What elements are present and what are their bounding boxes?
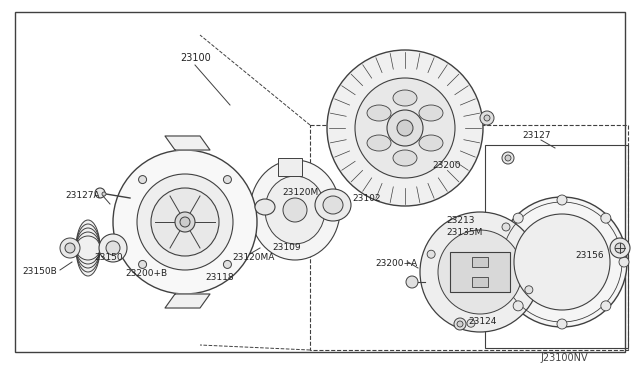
- Ellipse shape: [76, 220, 100, 276]
- Ellipse shape: [367, 105, 391, 121]
- Bar: [485, 145, 628, 348]
- Ellipse shape: [438, 230, 522, 314]
- Ellipse shape: [419, 105, 443, 121]
- Text: 23156: 23156: [575, 250, 604, 260]
- Text: 23100: 23100: [180, 53, 211, 63]
- Circle shape: [513, 301, 523, 311]
- Ellipse shape: [514, 214, 610, 310]
- Ellipse shape: [355, 78, 455, 178]
- Ellipse shape: [393, 90, 417, 106]
- Text: 23150: 23150: [94, 253, 123, 263]
- Circle shape: [223, 260, 232, 269]
- Circle shape: [502, 152, 514, 164]
- Text: J23100NV: J23100NV: [540, 353, 588, 363]
- Circle shape: [557, 319, 567, 329]
- Ellipse shape: [315, 189, 351, 221]
- Circle shape: [615, 243, 625, 253]
- Circle shape: [502, 223, 510, 231]
- Ellipse shape: [367, 135, 391, 151]
- Circle shape: [467, 319, 475, 327]
- Circle shape: [406, 276, 418, 288]
- Text: 23150B: 23150B: [22, 267, 57, 276]
- Circle shape: [387, 110, 423, 146]
- Text: 23124: 23124: [468, 317, 497, 327]
- Ellipse shape: [255, 199, 275, 215]
- Bar: [472, 257, 488, 267]
- Circle shape: [484, 115, 490, 121]
- Text: 23200+B: 23200+B: [125, 269, 167, 279]
- Circle shape: [601, 301, 611, 311]
- Circle shape: [495, 257, 505, 267]
- Circle shape: [139, 260, 147, 269]
- Polygon shape: [165, 136, 210, 150]
- Circle shape: [283, 198, 307, 222]
- Ellipse shape: [265, 176, 325, 244]
- Circle shape: [95, 188, 105, 198]
- Bar: [472, 277, 488, 287]
- Circle shape: [454, 318, 466, 330]
- Circle shape: [397, 120, 413, 136]
- Ellipse shape: [419, 135, 443, 151]
- Ellipse shape: [393, 150, 417, 166]
- Text: 23120M: 23120M: [282, 187, 318, 196]
- Ellipse shape: [420, 212, 540, 332]
- Ellipse shape: [323, 196, 343, 214]
- Circle shape: [513, 213, 523, 223]
- Circle shape: [102, 192, 106, 196]
- Circle shape: [139, 176, 147, 183]
- Text: 23200: 23200: [432, 160, 461, 170]
- Text: 23127: 23127: [522, 131, 550, 140]
- Ellipse shape: [151, 188, 219, 256]
- Text: 23102: 23102: [352, 193, 381, 202]
- Ellipse shape: [327, 50, 483, 206]
- Bar: [450, 252, 510, 292]
- Circle shape: [610, 238, 630, 258]
- Text: 23200+A: 23200+A: [375, 260, 417, 269]
- Ellipse shape: [99, 234, 127, 262]
- Circle shape: [480, 111, 494, 125]
- Ellipse shape: [106, 241, 120, 255]
- Circle shape: [557, 195, 567, 205]
- Text: 23127A: 23127A: [65, 190, 100, 199]
- Circle shape: [65, 243, 75, 253]
- Ellipse shape: [250, 160, 340, 260]
- Polygon shape: [165, 294, 210, 308]
- Ellipse shape: [137, 174, 233, 270]
- Circle shape: [601, 213, 611, 223]
- Bar: [310, 125, 628, 350]
- Circle shape: [525, 286, 533, 294]
- Text: 23109: 23109: [272, 243, 301, 251]
- Circle shape: [505, 155, 511, 161]
- Circle shape: [60, 238, 80, 258]
- Text: 23118: 23118: [205, 273, 234, 282]
- Text: 23213: 23213: [446, 215, 474, 224]
- Ellipse shape: [113, 150, 257, 294]
- Bar: [278, 158, 302, 176]
- Circle shape: [223, 176, 232, 183]
- Text: 23120MA: 23120MA: [232, 253, 275, 263]
- Circle shape: [619, 257, 629, 267]
- Circle shape: [180, 217, 190, 227]
- Circle shape: [427, 250, 435, 258]
- Circle shape: [175, 212, 195, 232]
- Text: 23135M: 23135M: [446, 228, 483, 237]
- Ellipse shape: [497, 197, 627, 327]
- Circle shape: [457, 321, 463, 327]
